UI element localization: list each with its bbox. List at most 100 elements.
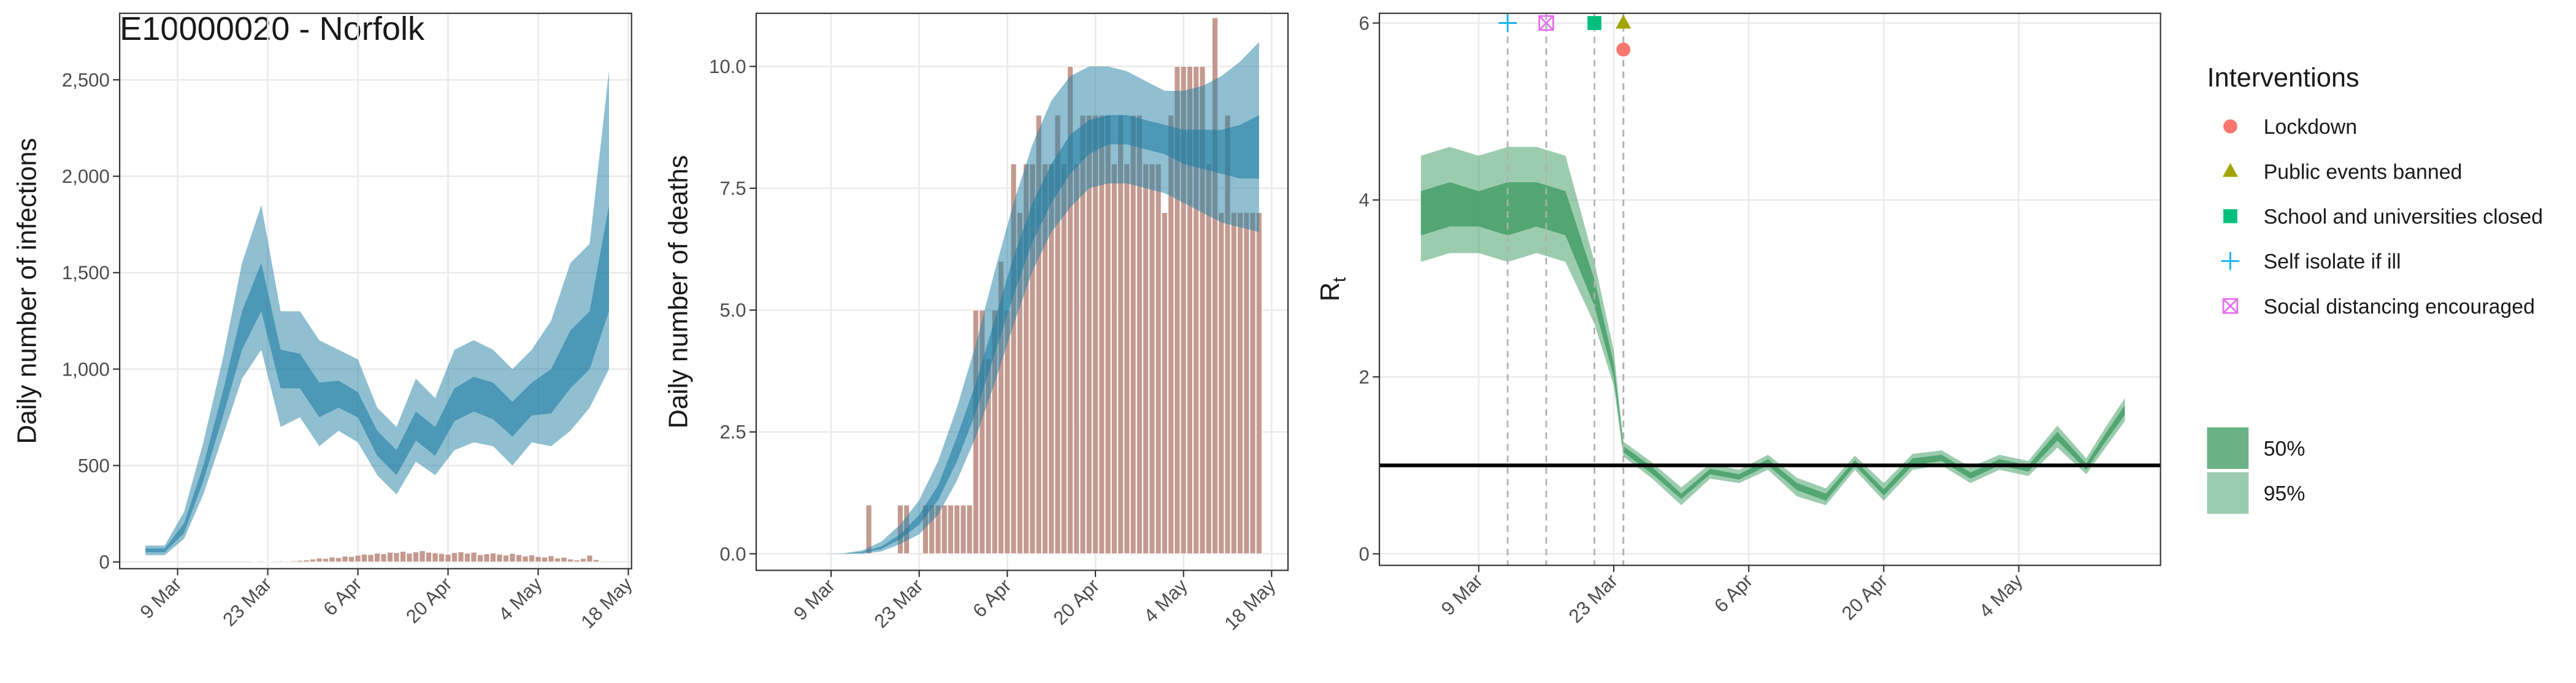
legend-marker [2223, 209, 2237, 223]
y-tick-label: 6 [1359, 12, 1369, 34]
legend-label: Lockdown [2264, 115, 2357, 139]
bar [548, 555, 554, 563]
bar [361, 554, 368, 563]
bar [277, 560, 284, 563]
bar [419, 550, 426, 563]
ribbon [1420, 182, 2125, 501]
bar [355, 555, 361, 563]
bar [329, 557, 335, 563]
bar [1205, 163, 1212, 554]
bar [470, 552, 477, 563]
bar [1149, 163, 1156, 554]
bar [586, 555, 593, 563]
bar [483, 553, 490, 563]
bar [477, 554, 484, 563]
ribbon [145, 70, 609, 555]
legend-key [2207, 427, 2249, 469]
bar [515, 554, 523, 563]
plot-border [1378, 12, 2161, 566]
legend-marker [2223, 119, 2237, 134]
bar [1199, 66, 1206, 554]
plot-border [755, 12, 1289, 571]
bar [458, 551, 464, 563]
y-tick-label: 1,000 [62, 358, 110, 380]
y-axis-title-main: R [1316, 282, 1345, 301]
bar [509, 553, 516, 563]
bar [496, 554, 503, 563]
bar [1218, 212, 1225, 554]
marker [1538, 15, 1554, 31]
bar [445, 554, 451, 563]
bar [412, 551, 420, 563]
bar [380, 553, 387, 563]
marker [1587, 16, 1602, 30]
bar [335, 557, 342, 563]
legend-key [2207, 472, 2249, 514]
legend-label: Self isolate if ill [2264, 250, 2401, 274]
bar [1243, 212, 1250, 554]
bar [502, 555, 510, 563]
bar [1073, 163, 1080, 554]
legend-title: Interventions [2207, 63, 2359, 93]
bar [425, 552, 432, 563]
ribbon [805, 115, 1259, 554]
bar [1249, 212, 1256, 554]
bar [251, 561, 258, 563]
legend-marker [2222, 163, 2238, 177]
y-tick-label: 2 [1359, 366, 1369, 388]
y-tick-label: 2.5 [719, 422, 746, 443]
bar [522, 555, 529, 563]
bar [1230, 212, 1237, 554]
bar [290, 560, 297, 563]
bar [1180, 66, 1187, 554]
bar [960, 504, 967, 554]
bar [865, 504, 872, 554]
y-tick-label: 4 [1359, 190, 1369, 211]
bar [342, 555, 348, 563]
legend-label: Social distancing encouraged [2264, 295, 2535, 318]
plot-border [119, 12, 632, 569]
bar [1067, 66, 1074, 554]
y-axis-title: Rt [1316, 277, 1350, 301]
ribbon [145, 205, 609, 552]
bar [561, 557, 567, 563]
bar [947, 504, 954, 554]
bar [1193, 66, 1200, 554]
bar [979, 309, 986, 554]
bar [296, 560, 304, 563]
bar [303, 560, 310, 563]
bar [438, 553, 445, 563]
bar [393, 552, 400, 563]
y-tick-label: 7.5 [719, 178, 746, 199]
legend-label: 95% [2264, 482, 2306, 506]
bar [348, 556, 355, 563]
ribbon [1420, 147, 2125, 506]
bar [535, 556, 542, 563]
bar [1035, 115, 1042, 554]
marker [1616, 42, 1631, 57]
bar [374, 553, 381, 563]
legend-label: Public events banned [2264, 160, 2463, 183]
bar [1111, 163, 1117, 554]
bar [567, 558, 574, 563]
bar [1236, 212, 1244, 554]
bar [954, 504, 960, 554]
bar [554, 557, 561, 563]
y-tick-label: 5.0 [719, 299, 746, 321]
y-tick-label: 0 [1359, 543, 1369, 565]
bar [367, 554, 374, 563]
y-axis-title: Daily number of infections [13, 138, 42, 444]
bar [1186, 66, 1194, 554]
y-tick-label: 1,500 [62, 262, 110, 284]
bar [309, 558, 316, 563]
bar [316, 557, 323, 563]
bar [1060, 163, 1067, 554]
bar [451, 552, 458, 563]
chart-title: E10000020 - Norfolk [120, 10, 425, 47]
bar [1155, 163, 1162, 554]
marker [1498, 14, 1517, 33]
legend-label: School and universities closed [2264, 205, 2543, 228]
bar [1211, 17, 1219, 554]
